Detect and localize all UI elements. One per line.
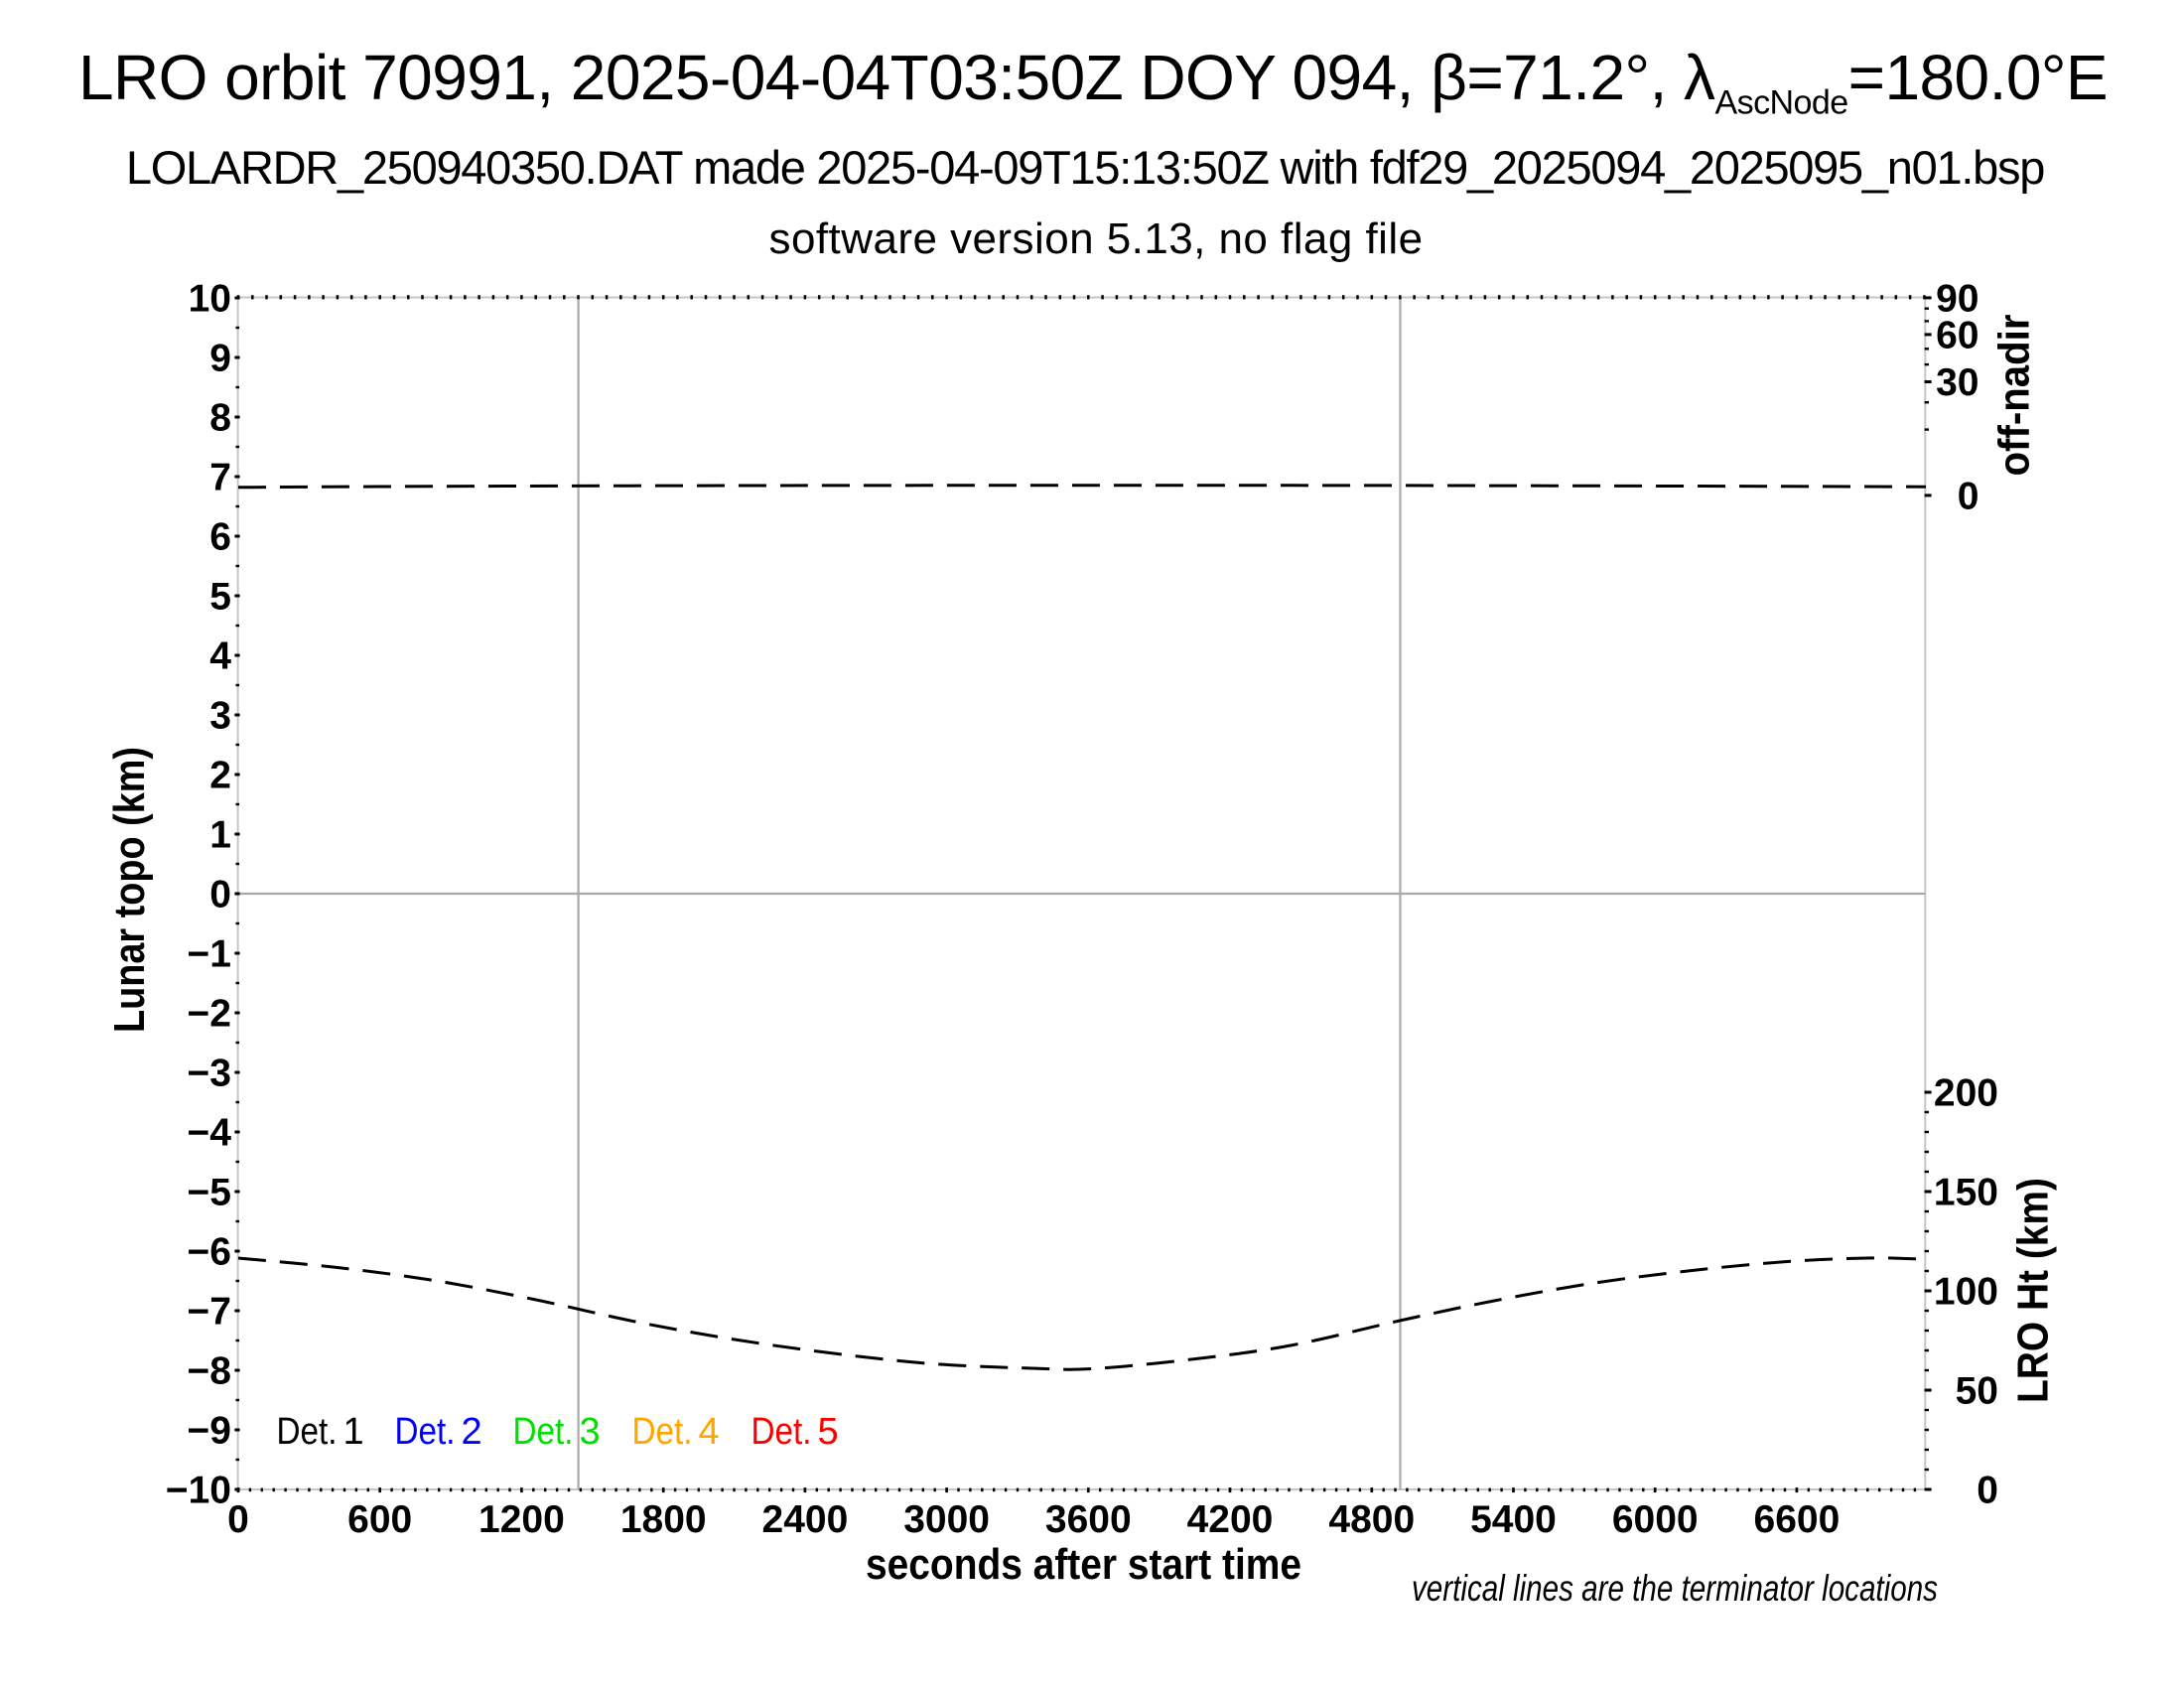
svg-text:0: 0 [1958,475,1979,517]
svg-text:3000: 3000 [903,1498,990,1541]
svg-text:0: 0 [227,1498,249,1541]
svg-text:6000: 6000 [1612,1498,1699,1541]
svg-text:2400: 2400 [762,1498,849,1541]
svg-text:LRO Ht (km): LRO Ht (km) [2009,1178,2058,1403]
svg-text:−7: −7 [188,1291,231,1334]
svg-text:−2: −2 [188,993,231,1036]
svg-text:−5: −5 [188,1172,231,1214]
svg-text:8: 8 [209,397,231,440]
svg-text:60: 60 [1936,314,1979,356]
svg-text:3: 3 [209,695,231,738]
svg-text:−9: −9 [188,1410,231,1453]
svg-text:3600: 3600 [1045,1498,1132,1541]
svg-text:Det.2: Det. 2 [395,1411,482,1453]
svg-text:0: 0 [209,874,231,917]
svg-text:software version 5.13, no flag: software version 5.13, no flag file [769,214,1424,263]
svg-text:−1: −1 [188,933,231,976]
svg-text:Det.5: Det. 5 [751,1411,839,1453]
svg-text:5400: 5400 [1470,1498,1557,1541]
svg-text:−10: −10 [166,1470,231,1512]
svg-text:Det.1: Det. 1 [277,1411,364,1453]
svg-text:LOLARDR_250940350.DAT made 202: LOLARDR_250940350.DAT made 2025-04-09T15… [126,141,2044,194]
svg-text:2: 2 [209,755,231,797]
svg-text:6: 6 [209,516,231,559]
svg-text:50: 50 [1956,1370,1998,1413]
svg-text:9: 9 [209,338,231,380]
svg-text:−8: −8 [188,1350,231,1393]
svg-text:1: 1 [209,814,231,857]
svg-text:4: 4 [209,635,231,678]
svg-text:600: 600 [347,1498,412,1541]
svg-text:6600: 6600 [1754,1498,1841,1541]
svg-text:30: 30 [1936,361,1979,404]
svg-text:0: 0 [1977,1470,1998,1512]
svg-text:150: 150 [1934,1172,1998,1214]
svg-text:Det.4: Det. 4 [632,1411,720,1453]
svg-text:−3: −3 [188,1053,231,1095]
svg-text:−4: −4 [188,1112,232,1155]
svg-text:4800: 4800 [1328,1498,1415,1541]
svg-text:Lunar topo (km): Lunar topo (km) [105,747,154,1033]
svg-text:5: 5 [209,576,231,619]
svg-text:1800: 1800 [620,1498,707,1541]
svg-text:4200: 4200 [1187,1498,1274,1541]
svg-text:90: 90 [1936,277,1979,320]
svg-text:−6: −6 [188,1231,231,1274]
svg-text:7: 7 [209,457,231,499]
svg-text:Det.3: Det. 3 [513,1411,601,1453]
svg-text:vertical lines are the termina: vertical lines are the terminator locati… [1412,1568,1938,1609]
svg-text:off-nadir: off-nadir [1990,315,2039,477]
svg-text:10: 10 [189,278,231,321]
svg-text:200: 200 [1934,1072,1998,1115]
svg-text:100: 100 [1934,1271,1998,1314]
svg-text:1200: 1200 [478,1498,565,1541]
svg-text:seconds after start time: seconds after start time [866,1540,1301,1589]
